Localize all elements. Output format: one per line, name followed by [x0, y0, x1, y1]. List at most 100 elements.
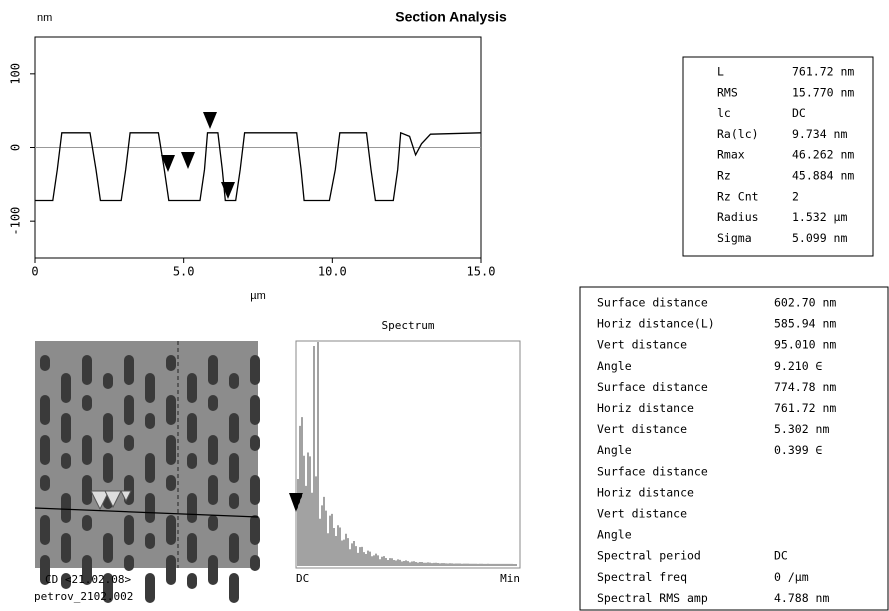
- image-cursor: [120, 490, 132, 503]
- row-label: Surface distance: [597, 464, 708, 478]
- pit: [61, 373, 71, 403]
- pit: [40, 515, 50, 545]
- pit: [166, 355, 176, 371]
- row-label: Horiz distance: [597, 485, 694, 499]
- pit: [145, 373, 155, 403]
- pit: [145, 453, 155, 483]
- row-value: 774.78 nm: [774, 380, 836, 394]
- pit: [40, 435, 50, 465]
- x-tick-label: 10.0: [318, 265, 347, 279]
- section-line: [34, 507, 259, 518]
- row-value: DC: [774, 549, 788, 563]
- pit: [124, 435, 134, 451]
- row-value: 4.788 nm: [774, 591, 829, 605]
- pit: [166, 515, 176, 545]
- y-tick-label: 0: [9, 144, 23, 151]
- row-label: Horiz distance(L): [597, 317, 715, 331]
- pit: [208, 395, 218, 411]
- row-label: Angle: [597, 443, 632, 457]
- y-unit: nm: [37, 12, 52, 24]
- pit: [229, 493, 239, 509]
- row-value: 0 /µm: [774, 570, 809, 584]
- pit: [124, 515, 134, 545]
- pit: [187, 413, 197, 443]
- row-label: lc: [717, 106, 731, 120]
- row-value: 46.262 nm: [792, 148, 854, 162]
- row-value: 95.010 nm: [774, 338, 836, 352]
- spectrum-frame: [295, 340, 521, 569]
- row-value: 5.302 nm: [774, 422, 829, 436]
- y-tick-label: -100: [9, 207, 23, 236]
- x-tick-label: 5.0: [173, 265, 195, 279]
- row-value: 761.72 nm: [792, 65, 854, 79]
- row-label: Horiz distance: [597, 401, 694, 415]
- row-value: 0.399 ∈: [774, 443, 823, 457]
- row-label: Vert distance: [597, 422, 687, 436]
- pit: [40, 475, 50, 491]
- pit: [229, 533, 239, 563]
- pit: [250, 395, 260, 425]
- row-label: Spectral period: [597, 549, 701, 563]
- pit: [103, 453, 113, 483]
- row-label: RMS: [717, 85, 738, 99]
- spectrum-left: DC: [296, 572, 309, 585]
- pit: [187, 533, 197, 563]
- pit: [61, 493, 71, 523]
- pit: [208, 435, 218, 465]
- pit: [208, 475, 218, 505]
- pit: [208, 355, 218, 385]
- pit: [40, 355, 50, 371]
- pit: [61, 413, 71, 443]
- row-label: Rmax: [717, 148, 745, 162]
- stats-box: [682, 56, 874, 257]
- pit: [166, 395, 176, 425]
- pit: [208, 515, 218, 531]
- row-value: 9.734 nm: [792, 127, 847, 141]
- cursor-marker: [203, 112, 217, 129]
- pit: [82, 355, 92, 385]
- row-label: Rz Cnt: [717, 189, 759, 203]
- image-cursor: [104, 490, 122, 509]
- row-label: Vert distance: [597, 338, 687, 352]
- image-cursor: [90, 490, 110, 511]
- x-tick-label: 0: [31, 265, 38, 279]
- row-value: 5.099 nm: [792, 231, 847, 245]
- row-label: Ra(lc): [717, 127, 759, 141]
- pit: [250, 555, 260, 571]
- row-label: Surface distance: [597, 380, 708, 394]
- cursor-marker: [161, 155, 175, 172]
- pit: [250, 475, 260, 505]
- pit: [229, 453, 239, 483]
- pit: [166, 555, 176, 585]
- row-value: 585.94 nm: [774, 317, 836, 331]
- pit: [145, 413, 155, 429]
- spectrum-right: Min: [500, 572, 520, 585]
- pit: [229, 573, 239, 603]
- row-label: Angle: [597, 359, 632, 373]
- cursor-marker: [221, 182, 235, 199]
- x-tick-label: 15.0: [467, 265, 496, 279]
- pit: [40, 395, 50, 425]
- cursor-marker: [181, 152, 195, 169]
- pit: [166, 475, 176, 491]
- row-label: Rz: [717, 169, 731, 183]
- pit: [208, 555, 218, 585]
- pit: [103, 573, 113, 603]
- pit: [82, 555, 92, 585]
- row-value: 602.70 nm: [774, 296, 836, 310]
- pit: [40, 555, 50, 585]
- spectrum-bars: [289, 342, 517, 566]
- pit: [250, 355, 260, 385]
- row-label: Vert distance: [597, 507, 687, 521]
- pit: [82, 515, 92, 531]
- pit: [124, 395, 134, 425]
- pit: [124, 355, 134, 385]
- pit: [187, 573, 197, 589]
- row-label: Radius: [717, 210, 759, 224]
- pit: [145, 493, 155, 523]
- pit: [250, 515, 260, 545]
- row-value: 45.884 nm: [792, 169, 854, 183]
- pit: [82, 395, 92, 411]
- pit: [82, 475, 92, 505]
- caption: petrov_2102.002: [34, 590, 133, 603]
